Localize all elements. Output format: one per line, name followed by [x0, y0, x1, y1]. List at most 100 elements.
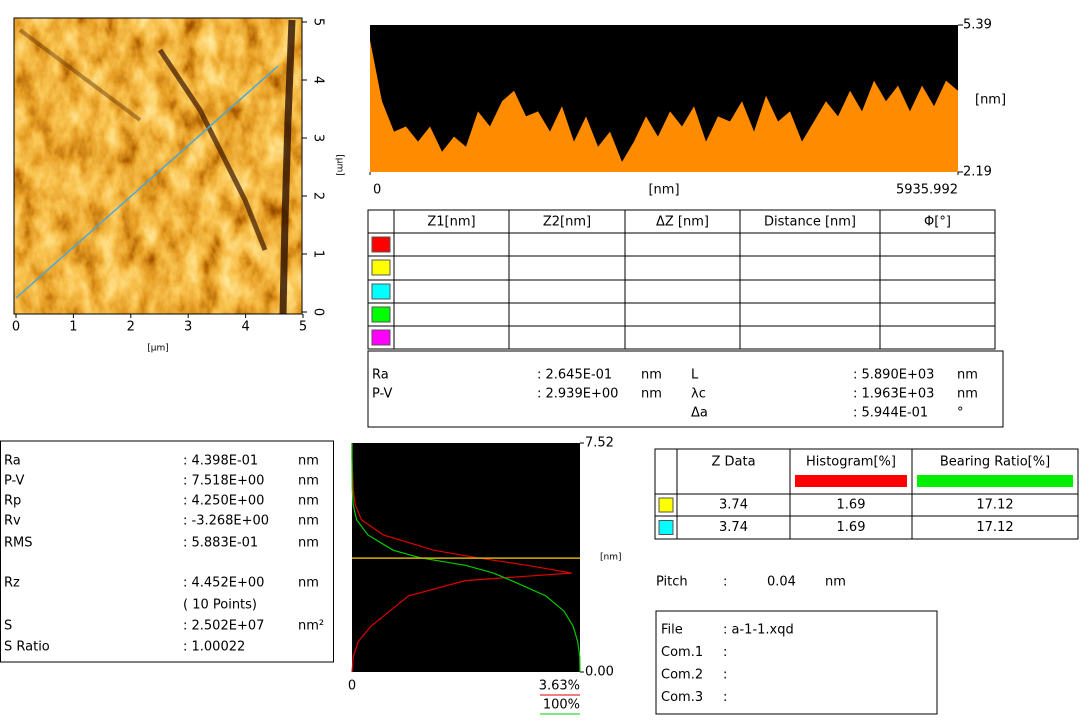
table-header: Z Data [711, 455, 755, 470]
x-tick-label: 2 [127, 320, 135, 335]
stat-label: Ra [4, 454, 21, 469]
row-swatch [371, 329, 391, 346]
surface-step [157, 48, 268, 251]
stat-unit: nm [298, 494, 319, 509]
profile-stats-box [367, 350, 1004, 428]
y-tick-label: 7.52 [585, 436, 614, 451]
pitch-unit: nm [825, 575, 846, 590]
profile-line [15, 65, 279, 299]
table-header: Z2[nm] [543, 215, 591, 230]
file-info-box [655, 610, 938, 715]
table-cell: 17.12 [976, 520, 1013, 535]
stat-unit: nm [298, 576, 319, 591]
y-tick-label: 3 [311, 134, 326, 142]
header-bar [917, 475, 1073, 487]
file-value: : [723, 645, 727, 660]
stat-unit: ° [957, 406, 964, 421]
stat-unit: nm [298, 454, 319, 469]
table-cell: 3.74 [719, 498, 748, 513]
stat-label: L [691, 368, 699, 383]
stat-label: P-V [372, 387, 392, 402]
file-value: : [723, 668, 727, 683]
table-cell: 1.69 [837, 498, 866, 513]
table-header: ΔZ [nm] [656, 215, 709, 230]
y-tick-label: 2.19 [963, 165, 992, 180]
stat-label: Rz [4, 576, 20, 591]
x-tick-label: 0 [12, 320, 20, 335]
table-header: Z1[nm] [427, 215, 475, 230]
table-header: Bearing Ratio[%] [940, 455, 1050, 470]
y-axis-label: [µm] [335, 154, 345, 176]
x-tick-label: 5 [299, 320, 307, 335]
stat-value: : -3.268E+00 [183, 514, 269, 529]
header-bar [795, 475, 907, 487]
y-tick-label: 0.00 [585, 665, 614, 680]
x-tick-label: 4 [241, 320, 249, 335]
stat-unit: nm [298, 536, 319, 551]
y-axis-label: [nm] [600, 553, 622, 563]
stat-unit: nm [641, 387, 662, 402]
stats-box [0, 440, 334, 663]
stat-value: : 2.939E+00 [537, 387, 618, 402]
stat-value: : 2.645E-01 [537, 368, 612, 383]
surface-step [18, 28, 142, 122]
stat-unit: nm² [298, 619, 324, 634]
x-tick-label: 0 [373, 183, 381, 198]
table-cell: 17.12 [976, 498, 1013, 513]
pitch-label: Pitch [656, 575, 688, 590]
stat-unit: nm [957, 368, 978, 383]
file-label: File [661, 623, 683, 638]
surface-step [279, 19, 296, 315]
row-swatch [658, 497, 674, 513]
table-header: Φ[°] [924, 215, 951, 230]
row-swatch [658, 520, 674, 535]
row-swatch [371, 236, 391, 253]
x-axis-label: [µm] [147, 344, 169, 354]
y-tick-label: 0 [311, 308, 326, 316]
x-tick-label: 5935.992 [896, 183, 958, 198]
stat-value: : 5.883E-01 [183, 536, 258, 551]
stat-unit: nm [298, 474, 319, 489]
stat-value: ( 10 Points) [183, 598, 257, 613]
x-tick-label: 100% [543, 698, 580, 713]
stat-value: : 5.944E-01 [853, 406, 928, 421]
y-tick-label: 1 [311, 250, 326, 258]
distribution-curve [351, 443, 581, 673]
file-value: : [723, 690, 727, 705]
image-frame [13, 17, 303, 315]
file-label: Com.2 [661, 668, 703, 683]
profile-area [370, 40, 958, 172]
file-label: Com.3 [661, 690, 703, 705]
stat-value: : 4.250E+00 [183, 494, 264, 509]
y-tick-label: 4 [311, 76, 326, 84]
table-cell: 1.69 [837, 520, 866, 535]
stat-label: Rp [4, 494, 21, 509]
pitch-value: 0.04 [767, 575, 796, 590]
x-tick-label: 1 [69, 320, 77, 335]
stat-label: Rv [4, 514, 21, 529]
stat-label: Ra [372, 368, 389, 383]
afm-image [14, 18, 302, 314]
x-tick-label: 0 [348, 679, 356, 694]
row-swatch [371, 283, 391, 300]
stat-unit: nm [298, 514, 319, 529]
stat-value: : 2.502E+07 [183, 619, 264, 634]
distribution-curve [351, 443, 572, 673]
stat-label: Δa [691, 406, 708, 421]
row-swatch [371, 306, 391, 323]
stat-label: RMS [4, 536, 33, 551]
stat-value: : 4.398E-01 [183, 454, 258, 469]
stat-value: : 1.963E+03 [853, 387, 934, 402]
stat-value: : 7.518E+00 [183, 474, 264, 489]
table-header: Histogram[%] [806, 455, 896, 470]
y-axis-label: [nm] [975, 93, 1006, 108]
pitch-colon: : [723, 575, 727, 590]
y-tick-label: 2 [311, 192, 326, 200]
stat-label: λc [691, 387, 706, 402]
stat-value: : 1.00022 [183, 640, 245, 655]
stat-label: S [4, 619, 12, 634]
y-tick-label: 5.39 [963, 18, 992, 33]
stat-label: S Ratio [4, 640, 50, 655]
